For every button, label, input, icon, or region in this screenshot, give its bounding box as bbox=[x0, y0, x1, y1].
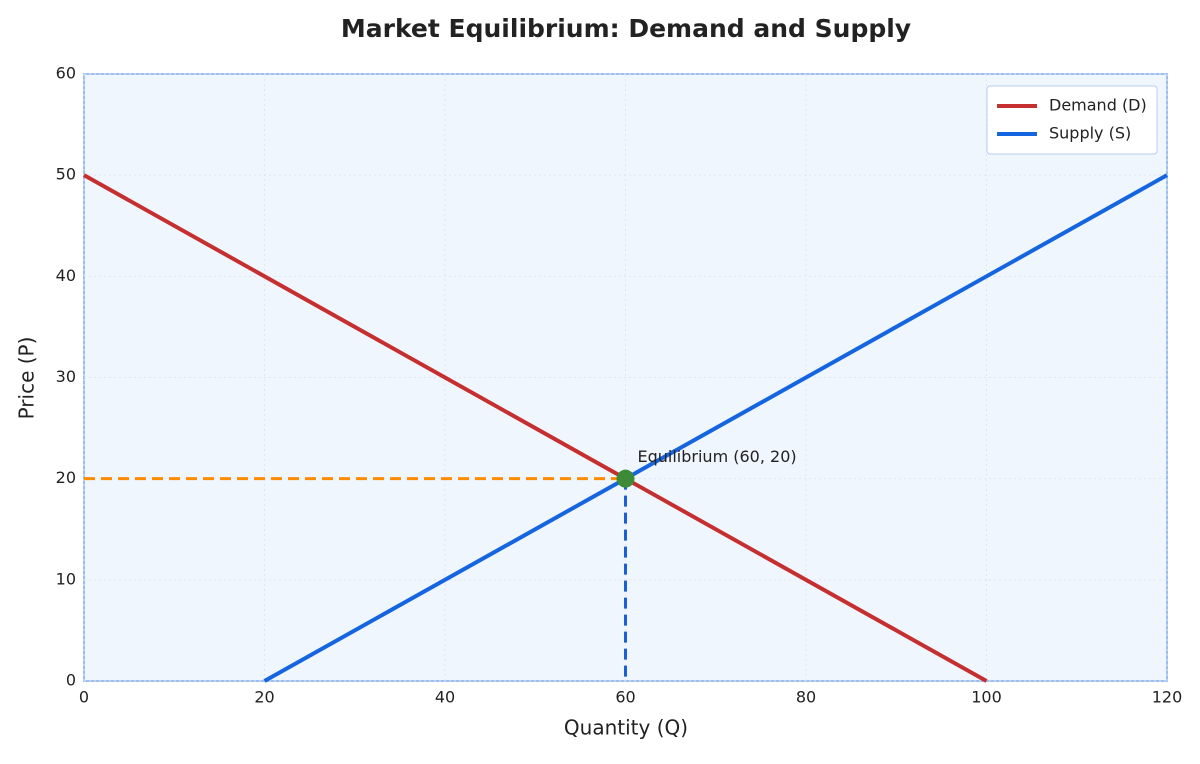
x-tick-label: 60 bbox=[615, 688, 635, 707]
chart-title: Market Equilibrium: Demand and Supply bbox=[341, 14, 911, 43]
series-line bbox=[263, 173, 1168, 683]
x-tick-label: 40 bbox=[435, 688, 455, 707]
y-tick-label: 0 bbox=[66, 671, 76, 690]
x-tick-label: 100 bbox=[971, 688, 1002, 707]
y-tick-label: 60 bbox=[56, 64, 76, 83]
y-tick-label: 20 bbox=[56, 468, 76, 487]
x-tick-label: 80 bbox=[796, 688, 816, 707]
y-tick-label: 10 bbox=[56, 569, 76, 588]
x-tick-label: 0 bbox=[79, 688, 89, 707]
x-tick-label: 20 bbox=[254, 688, 274, 707]
y-axis-label: Price (P) bbox=[15, 337, 39, 420]
y-tick-label: 50 bbox=[56, 165, 76, 184]
legend-label: Demand (D) bbox=[1049, 96, 1147, 115]
equilibrium-label: Equilibrium (60, 20) bbox=[638, 447, 797, 466]
legend-label: Supply (S) bbox=[1049, 124, 1131, 143]
x-tick-label: 120 bbox=[1152, 688, 1183, 707]
x-axis-label: Quantity (Q) bbox=[564, 716, 688, 740]
series-line bbox=[83, 173, 988, 683]
equilibrium-point bbox=[616, 469, 635, 488]
y-tick-label: 30 bbox=[56, 367, 76, 386]
y-tick-label: 40 bbox=[56, 266, 76, 285]
legend-box bbox=[986, 85, 1158, 155]
